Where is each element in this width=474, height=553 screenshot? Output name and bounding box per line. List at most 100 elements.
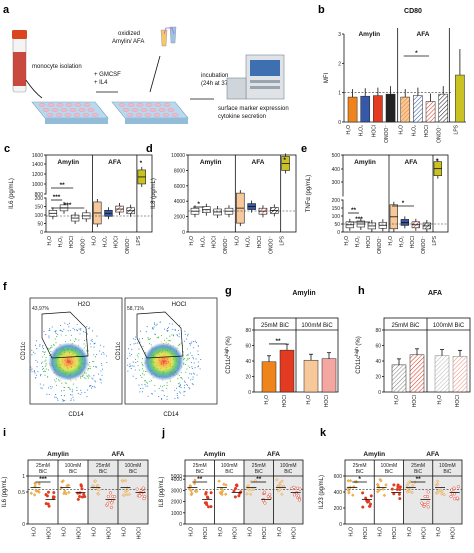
event-dot xyxy=(92,378,94,380)
event-dot xyxy=(89,366,91,368)
significance-label: *** xyxy=(39,476,47,483)
event-dot xyxy=(178,333,180,335)
event-dot xyxy=(141,384,143,386)
event-dot xyxy=(176,335,179,337)
event-dot xyxy=(188,387,190,389)
data-point xyxy=(364,496,368,500)
significance-label: *** xyxy=(53,194,61,201)
event-dot xyxy=(174,389,176,392)
event-dot xyxy=(93,375,95,377)
subgroup-label: BiC xyxy=(414,469,422,475)
data-point xyxy=(37,490,41,494)
event-dot xyxy=(132,338,135,340)
subgroup-label: 100mM xyxy=(65,463,82,469)
event-dot xyxy=(51,346,53,348)
data-point xyxy=(37,482,41,486)
event-dot xyxy=(187,335,189,337)
y-tick-label: 2 xyxy=(338,61,341,67)
event-dot xyxy=(79,393,81,395)
event-dot xyxy=(90,387,93,389)
event-dot xyxy=(48,348,51,350)
event-dot xyxy=(77,392,79,394)
event-dot xyxy=(90,339,92,341)
data-point xyxy=(61,479,65,483)
event-dot xyxy=(189,388,191,390)
data-point xyxy=(426,500,430,504)
bar xyxy=(413,95,423,123)
event-dot xyxy=(129,363,131,365)
subgroup-label: 25mM xyxy=(411,463,425,469)
x-tick-label: H₂O xyxy=(47,236,53,246)
event-dot xyxy=(68,387,70,389)
data-point xyxy=(52,491,56,495)
event-dot xyxy=(135,342,137,344)
event-dot xyxy=(134,369,136,371)
event-dot xyxy=(43,352,45,354)
event-dot xyxy=(146,326,148,328)
data-point xyxy=(276,489,280,493)
event-dot xyxy=(187,365,189,367)
x-tick-label: ONOO⁻ xyxy=(125,236,131,254)
y-axis-label: TNFα (pg/mL) xyxy=(306,175,312,212)
event-dot xyxy=(53,344,55,346)
event-dot xyxy=(191,366,193,368)
event-dot xyxy=(179,344,181,346)
data-point xyxy=(361,491,365,495)
bar xyxy=(279,349,295,393)
step-oxidation-1: oxidized xyxy=(118,31,140,37)
event-dot xyxy=(50,344,52,347)
significance-label: * xyxy=(436,158,439,165)
x-tick-label: HOCl xyxy=(412,395,418,407)
data-point xyxy=(406,481,411,485)
data-point xyxy=(113,495,117,499)
event-dot xyxy=(43,384,45,386)
event-dot xyxy=(138,384,140,386)
event-dot xyxy=(40,362,42,364)
panel-label: g xyxy=(225,285,232,297)
event-dot xyxy=(60,394,63,397)
event-dot xyxy=(180,377,182,379)
subgroup-label: 100mM xyxy=(280,463,297,469)
x-tick-label: LPS xyxy=(136,235,142,245)
x-tick-label: H₂O xyxy=(234,236,240,246)
event-dot xyxy=(48,329,50,332)
event-dot xyxy=(200,359,202,361)
event-dot xyxy=(169,323,171,325)
event-dot xyxy=(166,384,168,386)
tubes-icon xyxy=(160,26,177,47)
event-dot xyxy=(195,358,197,360)
event-dot xyxy=(192,356,194,359)
event-dot xyxy=(168,339,171,342)
event-dot xyxy=(142,345,144,347)
data-point xyxy=(298,487,302,491)
event-dot xyxy=(185,371,187,373)
event-dot xyxy=(61,382,63,384)
event-dot xyxy=(192,358,194,360)
data-point xyxy=(395,487,399,491)
well-plate-icon-1 xyxy=(31,101,109,124)
event-dot xyxy=(193,347,195,349)
event-dot xyxy=(45,356,47,358)
event-dot xyxy=(145,385,147,387)
event-dot xyxy=(42,348,44,350)
x-tick-label: HOCl xyxy=(114,236,120,248)
data-point xyxy=(381,487,385,491)
event-dot xyxy=(129,352,131,354)
event-dot xyxy=(178,386,180,388)
event-dot xyxy=(78,328,80,330)
data-point xyxy=(106,494,110,499)
event-dot xyxy=(42,346,44,348)
event-dot xyxy=(70,394,72,396)
x-tick-label: HOCl xyxy=(424,125,430,137)
event-dot xyxy=(153,322,155,324)
significance-label: *** xyxy=(64,202,72,209)
event-dot xyxy=(166,387,168,389)
event-dot xyxy=(81,392,83,394)
data-point xyxy=(234,483,238,487)
event-dot xyxy=(189,343,191,345)
event-dot xyxy=(166,382,168,384)
event-dot xyxy=(44,360,46,362)
x-tick-label: HOCl xyxy=(366,236,372,248)
x-tick-label: H₂O₂ xyxy=(200,236,206,247)
event-dot xyxy=(51,386,53,388)
